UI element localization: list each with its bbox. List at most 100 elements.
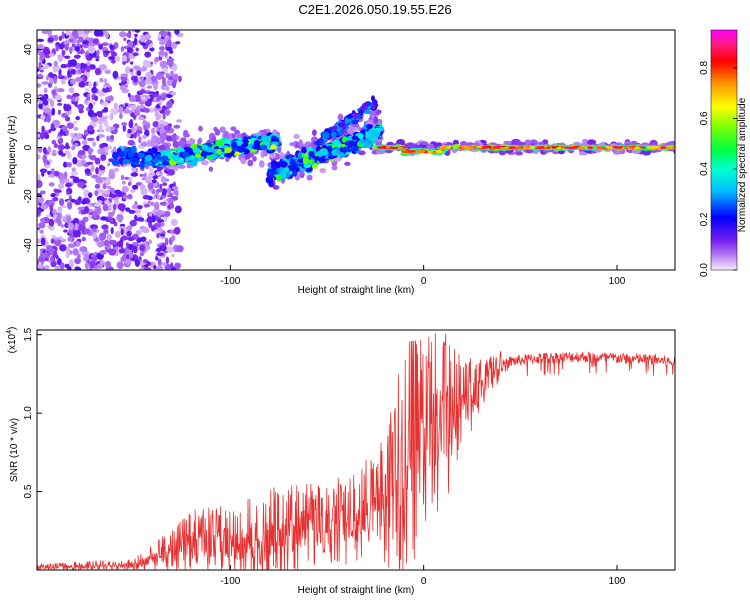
spectrogram-cell-1184 bbox=[46, 245, 54, 252]
spectrogram-cell-3204 bbox=[612, 150, 621, 155]
spectrogram-cell-982 bbox=[72, 157, 78, 165]
spectrogram-cell-1137 bbox=[134, 30, 141, 33]
spectrogram-cell-1105 bbox=[82, 40, 89, 45]
spectrogram-cell-722 bbox=[136, 70, 142, 76]
spectrogram-cell-52 bbox=[152, 121, 160, 128]
spectrogram-cell-177 bbox=[92, 141, 97, 147]
spectrogram-cell-1249 bbox=[108, 248, 117, 256]
spectrogram-cell-3865 bbox=[436, 150, 444, 153]
spectrogram-cell-2800 bbox=[297, 152, 303, 160]
spectrogram-cell-1021 bbox=[92, 117, 99, 123]
spectrogram-cell-889 bbox=[135, 182, 142, 186]
spectrogram-cell-1110 bbox=[172, 73, 179, 80]
spectrogram-cell-3862 bbox=[477, 145, 483, 149]
spectrogram-cell-979 bbox=[97, 113, 103, 118]
snr-x-ticks: -100 0 100 bbox=[220, 565, 626, 587]
spectrogram-cell-533 bbox=[114, 230, 121, 238]
spectrogram-cell-1192 bbox=[61, 31, 65, 40]
spectrogram-cell-1223 bbox=[160, 176, 167, 183]
spectrogram-cell-1261 bbox=[63, 229, 68, 233]
spectrogram-cell-1280 bbox=[40, 252, 48, 259]
spectrogram-cell-987 bbox=[155, 72, 163, 80]
spectrogram-cell-3874 bbox=[650, 146, 659, 149]
spectrogram-cell-2042 bbox=[200, 152, 208, 157]
spectrogram-cell-570 bbox=[48, 129, 52, 133]
spectrogram-cell-1087 bbox=[74, 199, 82, 206]
spectrogram-cell-817 bbox=[102, 203, 109, 212]
spectrogram-cell-1233 bbox=[101, 190, 110, 194]
spectrogram-cell-441 bbox=[59, 244, 67, 252]
spectrogram-cell-1054 bbox=[169, 202, 174, 209]
spectrogram-cell-1154 bbox=[146, 139, 151, 148]
spectrogram-cell-671 bbox=[48, 218, 55, 227]
spectrogram-cell-417 bbox=[164, 237, 169, 246]
spectrogram-cell-530 bbox=[151, 189, 156, 195]
spectrogram-cell-962 bbox=[118, 248, 126, 254]
spectrogram-cell-1134 bbox=[121, 122, 127, 127]
spectrogram-cell-2347 bbox=[353, 127, 359, 132]
spectrogram-cell-1036 bbox=[43, 107, 51, 113]
spectrogram-cell-925 bbox=[119, 85, 128, 91]
spectrogram-cell-943 bbox=[61, 125, 68, 132]
spectrogram-cell-584 bbox=[104, 69, 111, 75]
colorbar-gradient bbox=[711, 30, 737, 270]
spectrogram-cell-1095 bbox=[78, 211, 82, 214]
spectrogram-cell-1194 bbox=[44, 257, 49, 262]
spectrogram-cell-930 bbox=[65, 251, 70, 259]
spectrogram-cell-884 bbox=[64, 263, 70, 268]
spectrogram-cell-1208 bbox=[85, 161, 94, 165]
spectrogram-cell-1113 bbox=[69, 59, 77, 67]
spectrogram-cell-720 bbox=[173, 124, 181, 129]
spectrogram-cell-1904 bbox=[206, 154, 212, 161]
spectrogram-cell-713 bbox=[166, 246, 174, 253]
spectrogram-cell-203 bbox=[125, 207, 131, 212]
spectrogram-cell-677 bbox=[108, 56, 116, 60]
spectrogram-cell-1559 bbox=[156, 137, 161, 144]
spectrogram-cell-3840 bbox=[633, 146, 640, 150]
spectrogram-cell-826 bbox=[158, 46, 165, 51]
spectrogram-cell-1275 bbox=[60, 262, 65, 270]
spectrogram-cell-994 bbox=[131, 245, 138, 252]
spectrogram-cell-1041 bbox=[105, 146, 110, 152]
spectrogram-cell-2839 bbox=[348, 140, 356, 146]
spectrogram-cell-2794 bbox=[271, 163, 278, 170]
spectrogram-cell-2125 bbox=[145, 160, 151, 166]
spectrogram-cell-588 bbox=[147, 200, 151, 204]
spectrogram-cell-985 bbox=[75, 116, 80, 121]
spectrogram-cell-227 bbox=[122, 124, 127, 132]
spectrogram-cell-1019 bbox=[65, 215, 72, 224]
spectrogram-cell-939 bbox=[99, 77, 104, 83]
spectrogram-cell-1190 bbox=[170, 91, 177, 96]
spectrogram-cell-1227 bbox=[59, 43, 64, 50]
spectrogram-cell-1504 bbox=[211, 136, 217, 142]
spectrogram-cell-1276 bbox=[140, 42, 147, 46]
spectrogram-cell-879 bbox=[77, 30, 83, 36]
spectrogram-cell-625 bbox=[90, 164, 95, 172]
spectrogram-cell-708 bbox=[98, 170, 103, 177]
spectrogram-ytick-label-3: 20 bbox=[23, 93, 34, 105]
spectrogram-cell-361 bbox=[138, 136, 142, 144]
spectrogram-cell-1232 bbox=[114, 189, 121, 195]
spectrogram-cell-1026 bbox=[158, 50, 166, 56]
spectrogram-cell-163 bbox=[144, 108, 150, 113]
spectrogram-cell-1269 bbox=[84, 168, 91, 174]
spectrogram-cell-1187 bbox=[167, 39, 172, 47]
spectrogram-cell-567 bbox=[54, 189, 62, 193]
spectrogram-cell-1116 bbox=[113, 102, 118, 110]
spectrogram-cell-1503 bbox=[252, 156, 257, 162]
spectrogram-cell-1141 bbox=[112, 70, 119, 79]
spectrogram-cell-1097 bbox=[90, 224, 98, 230]
spectrogram-cell-542 bbox=[133, 77, 138, 83]
spectrogram-cell-760 bbox=[47, 37, 54, 43]
spectrogram-cell-998 bbox=[87, 93, 91, 98]
spectrogram-cell-641 bbox=[159, 60, 168, 68]
spectrogram-cell-1092 bbox=[149, 42, 153, 49]
spectrogram-cell-3414 bbox=[679, 146, 689, 150]
spectrogram-cell-3172 bbox=[587, 139, 597, 146]
spectrogram-cell-1244 bbox=[88, 80, 92, 89]
colorbar-tick-label-2: 0.4 bbox=[699, 162, 710, 176]
spectrogram-cell-1131 bbox=[137, 205, 143, 210]
spectrogram-cell-1289 bbox=[172, 67, 176, 73]
spectrogram-cell-3831 bbox=[624, 146, 632, 149]
spectrogram-cell-590 bbox=[50, 238, 55, 244]
